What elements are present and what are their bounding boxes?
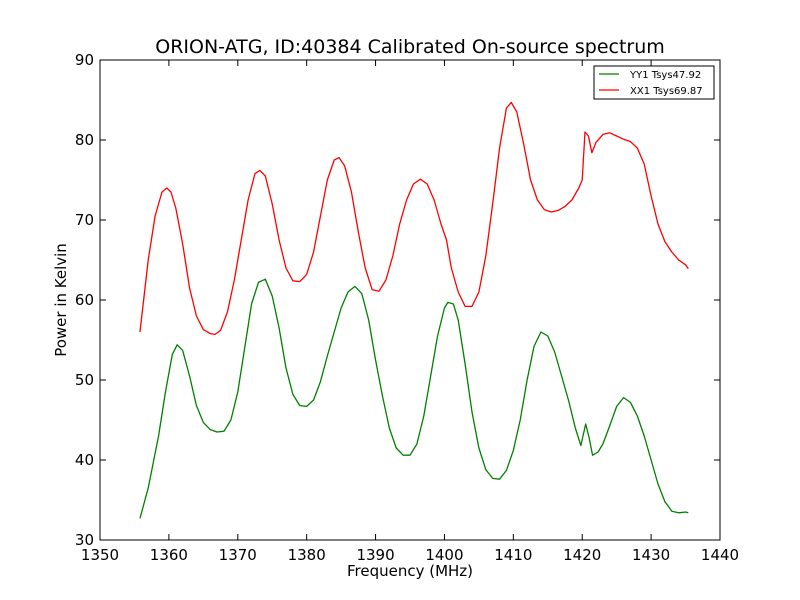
y-tick-label: 40: [75, 451, 94, 469]
x-tick-label: 1390: [356, 546, 394, 564]
y-tick-label: 90: [75, 51, 94, 69]
x-tick-label: 1420: [563, 546, 601, 564]
y-tick-label: 30: [75, 531, 94, 549]
x-tick-label: 1380: [288, 546, 326, 564]
plot-area: [139, 101, 689, 519]
x-tick-label: 1430: [632, 546, 670, 564]
legend: YY1 Tsys47.92 XX1 Tsys69.87: [593, 65, 715, 100]
plot-frame: [99, 59, 721, 541]
series-line: [139, 278, 689, 519]
chart-title: ORION-ATG, ID:40384 Calibrated On-source…: [155, 36, 665, 58]
x-tick-label: 1350: [81, 546, 119, 564]
x-tick-label: 1440: [701, 546, 739, 564]
x-tick-label: 1410: [494, 546, 532, 564]
axis-ticks: 1350 1360 1370 1380 1390 1400 1410 1420 1430 1440…: [75, 51, 739, 564]
x-axis-title: Frequency (MHz): [347, 562, 473, 580]
legend-label: XX1 Tsys69.87: [630, 86, 703, 97]
x-tick-label: 1400: [425, 546, 463, 564]
x-tick-label: 1370: [219, 546, 257, 564]
y-tick-label: 70: [75, 211, 94, 229]
x-tick-label: 1360: [150, 546, 188, 564]
y-tick-label: 50: [75, 371, 94, 389]
legend-label: YY1 Tsys47.92: [629, 70, 701, 81]
y-tick-label: 60: [75, 291, 94, 309]
legend-box: [593, 65, 715, 100]
y-axis-title: Power in Kelvin: [52, 243, 70, 357]
series-line: [139, 101, 689, 336]
y-tick-label: 80: [75, 131, 94, 149]
